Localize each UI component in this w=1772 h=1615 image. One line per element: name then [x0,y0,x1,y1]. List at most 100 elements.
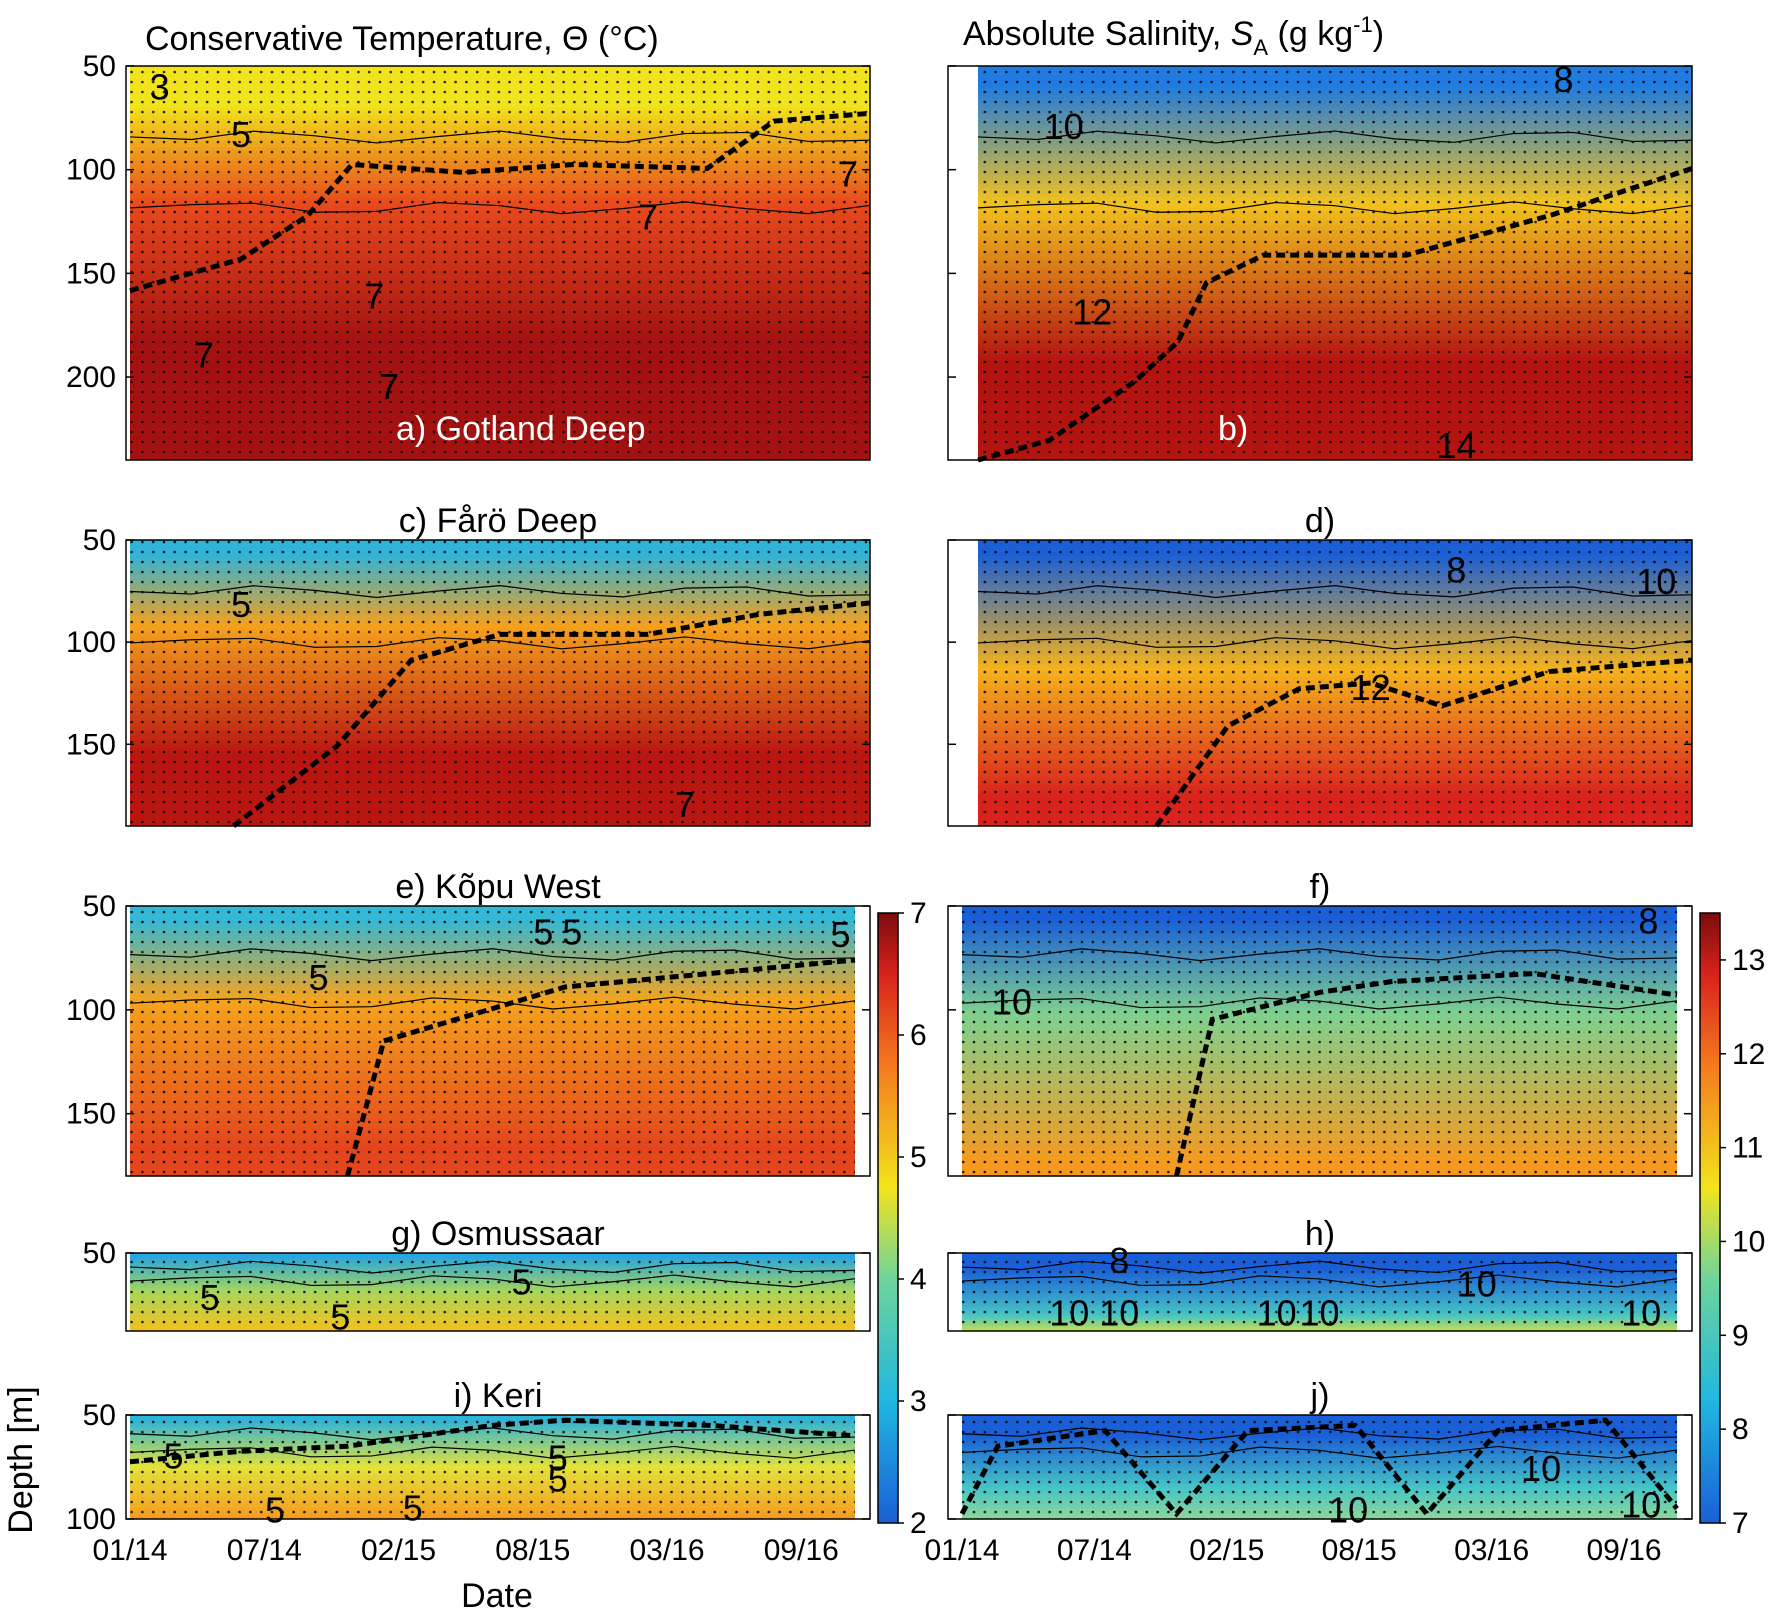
panel-i-depth-tick-label: 100 [66,1503,116,1536]
colorbar-tick-label: 10 [1732,1225,1765,1258]
colorbar-tick-label: 7 [910,897,927,930]
x-tick-label: 02/15 [1189,1534,1264,1567]
panel-h-contour-label: 10 [1457,1264,1497,1305]
panel-h-contour-label: 10 [1099,1293,1139,1334]
panel-c-contour-label: 5 [231,584,251,625]
panel-j-contour-label: 10 [1521,1448,1561,1489]
panel-a-depth-tick-label: 50 [83,50,116,83]
panel-b-contour-label: 14 [1436,425,1476,466]
panel-f: f) 10 8 [947,868,1693,1177]
panel-a-label: a) Gotland Deep [396,410,646,448]
panel-i-sample-dots [130,1415,855,1519]
panel-g-contour-label: 5 [200,1277,220,1318]
y-axis-label: Depth [m] [2,1386,40,1533]
salinity-title-sub: A [1253,35,1268,60]
panel-d-contour-line [977,636,1693,650]
panel-b-contour-label: 12 [1072,291,1112,332]
panel-a-depth-tick-label: 100 [66,154,116,187]
salinity-title-symbol: S [1231,15,1254,53]
panel-j-frame [947,1414,1693,1520]
x-tick-label: 08/15 [495,1534,570,1567]
panel-a-contour-label: 5 [231,114,251,155]
panel-i-contour-line [129,1445,856,1459]
panel-d-label: d) [1305,502,1335,540]
panel-a-depth-tick-label: 150 [66,257,116,290]
panel-i-dashed-contour [129,1417,856,1465]
panel-b-label: b) [1218,410,1248,448]
panel-f-frame [947,905,1693,1177]
panel-c-label: c) Fårö Deep [399,502,597,540]
x-tick-label: 07/14 [1057,1534,1132,1567]
salinity-title-main: Absolute Salinity, [963,15,1231,53]
colorbar-tick-label: 8 [1732,1413,1749,1446]
salinity-colorbar-ticks: 7 8 9 10 11 12 13 [1720,944,1765,1540]
panel-a-dashed-contour [129,110,871,293]
panel-b-contour-line [977,130,1693,144]
temperature-title: Conservative Temperature, Θ (°C) [145,20,659,58]
panel-c-sample-dots [130,540,870,826]
panel-j-dashed-contour [959,1417,1679,1518]
panel-a-contour-label: 7 [638,197,658,238]
salinity-title-exp: -1 [1353,12,1373,37]
x-axis-label: Date [461,1577,533,1615]
colorbar-tick-label: 9 [1732,1319,1749,1352]
panel-f-contour-line [961,948,1678,962]
temperature-x-tick-labels: 01/14 07/14 02/15 08/15 03/16 09/16 [92,1534,838,1567]
panel-a-contour-label: 3 [150,67,170,108]
panel-h-label: h) [1305,1215,1335,1253]
panel-a-frame [125,65,871,461]
salinity-title-close: ) [1373,15,1384,53]
panel-d-contour-line [977,585,1693,599]
panel-d-frame [947,539,1693,827]
salinity-x-tick-labels: 01/14 07/14 02/15 08/15 03/16 09/16 [924,1534,1661,1567]
panel-a-contour-line [129,201,871,215]
panel-f-dashed-contour [1174,970,1678,1177]
panel-c-depth-tick-label: 100 [66,626,116,659]
x-tick-label: 09/16 [1586,1534,1661,1567]
panel-g: 50 g) Osmussaar 5 5 5 [83,1215,871,1337]
panel-d-dashed-contour [1154,657,1693,828]
panel-g-sample-dots [130,1253,855,1331]
salinity-title: Absolute Salinity, SA (g kg-1) [963,12,1384,60]
panel-g-frame [125,1252,871,1332]
panel-d-contour-label: 12 [1351,667,1391,708]
panel-j-contour-line [961,1445,1678,1459]
panel-c-depth-tick-label: 150 [66,728,116,761]
panel-i-contour-label: 5 [403,1488,423,1529]
panel-f-contour-line [961,996,1678,1010]
panel-g-depth-tick-label: 50 [83,1237,116,1270]
panel-f-label: f) [1310,868,1331,906]
panel-d: d) 8 10 12 [947,502,1693,828]
panels-group: 50 100 150 200 a) Gotland Deep 3 5 7 7 7 7 7 b) 8 10 12… [66,50,1693,1536]
panel-e-contour-label: 5 [533,911,553,952]
panel-e-contour-label: 5 [830,914,850,955]
panel-d-sample-dots [978,540,1692,826]
panel-e-sample-dots [130,906,855,1176]
panel-e-label: e) Kõpu West [395,868,601,906]
temperature-colorbar: 2 3 4 5 6 7 [877,897,927,1540]
panel-a-contour-label: 7 [838,153,858,194]
x-tick-label: 07/14 [227,1534,302,1567]
panel-e-depth-tick-label: 150 [66,1098,116,1131]
panel-h-contour-line [961,1274,1678,1288]
panel-j-contour-label: 10 [1328,1490,1368,1531]
panel-c-contour-line [129,585,871,599]
panel-e-dashed-contour [345,957,856,1177]
panel-i-label: i) Keri [454,1377,543,1415]
panel-h-contour-label: 8 [1109,1240,1129,1281]
salinity-colorbar-gradient [1699,912,1721,1524]
panel-i-frame [125,1414,871,1520]
x-tick-label: 03/16 [1454,1534,1529,1567]
panel-h-contour-label: 10 [1299,1293,1339,1334]
colorbar-tick-label: 13 [1732,944,1765,977]
panel-e-frame [125,905,871,1177]
panel-h-sample-dots [962,1253,1677,1331]
panel-i-depth-tick-label: 50 [83,1399,116,1432]
panel-d-contour-label: 8 [1446,550,1466,591]
temperature-colorbar-gradient [877,912,899,1524]
panel-a-depth-tick-label: 200 [66,361,116,394]
panel-c: 50 100 150 c) Fårö Deep 5 7 [66,502,871,828]
